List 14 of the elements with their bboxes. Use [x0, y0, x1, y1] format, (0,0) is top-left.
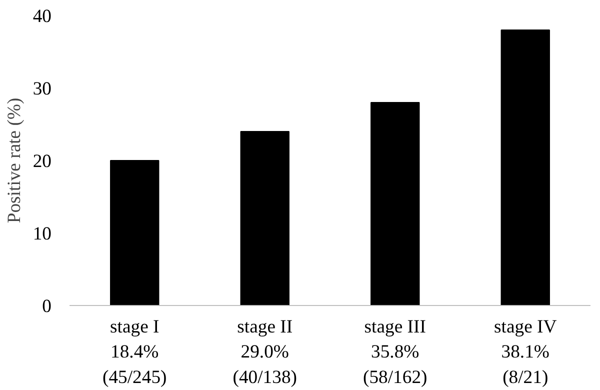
bar	[370, 102, 420, 306]
bar	[240, 131, 290, 306]
x-tick-label: stage I 18.4% (45/245)	[102, 316, 167, 388]
x-tick-label: stage III 35.8% (58/162)	[363, 316, 428, 388]
bar	[110, 160, 160, 306]
y-tick-label: 30	[32, 78, 52, 100]
x-tick-label: stage IV 38.1% (8/21)	[494, 316, 558, 388]
y-tick-label: 20	[32, 151, 52, 172]
y-axis-title: Positive rate (%)	[4, 98, 25, 224]
x-tick-label: stage II 29.0% (40/138)	[232, 316, 297, 388]
y-tick-label: 10	[32, 224, 52, 244]
bar	[500, 30, 550, 306]
y-tick-label: 40	[32, 6, 52, 27]
y-tick-label: 0	[42, 296, 52, 317]
